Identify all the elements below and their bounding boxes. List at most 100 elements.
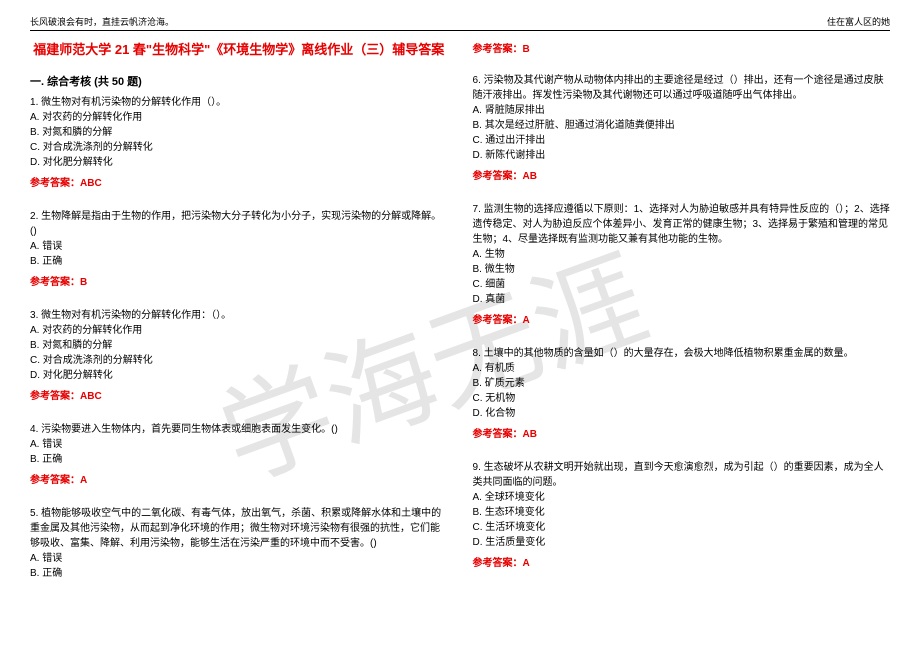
option: A. 对农药的分解转化作用 xyxy=(30,323,448,338)
question-stem: 监测生物的选择应遵循以下原则：1、选择对人为胁迫敏感并具有特异性反应的（）；2、… xyxy=(473,204,890,245)
question-stem: 微生物对有机污染物的分解转化作用（）。 xyxy=(41,97,226,108)
answer-value: AB xyxy=(523,429,537,440)
answer-label: 参考答案： xyxy=(30,391,80,402)
answer-line: 参考答案：B xyxy=(473,40,891,55)
answer-value: B xyxy=(80,277,87,288)
answer-line: 参考答案：A xyxy=(473,313,891,328)
option: D. 对化肥分解转化 xyxy=(30,155,448,170)
question-text: 7. 监测生物的选择应遵循以下原则：1、选择对人为胁迫敏感并具有特异性反应的（）… xyxy=(473,202,891,247)
option: B. 正确 xyxy=(30,566,448,581)
option: D. 生活质量变化 xyxy=(473,535,891,550)
answer-label: 参考答案： xyxy=(30,178,80,189)
option: C. 对合成洗涤剂的分解转化 xyxy=(30,140,448,155)
question-stem: 生物降解是指由于生物的作用，把污染物大分子转化为小分子，实现污染物的分解或降解。… xyxy=(30,211,441,237)
option: B. 生态环境变化 xyxy=(473,505,891,520)
option: A. 错误 xyxy=(30,551,448,566)
question-text: 8. 土壤中的其他物质的含量如（）的大量存在，会极大地降低植物积累重金属的数量。 xyxy=(473,346,891,361)
question-number: 8 xyxy=(473,348,479,359)
option: D. 新陈代谢排出 xyxy=(473,148,891,163)
answer-value: AB xyxy=(523,171,537,182)
option: A. 全球环境变化 xyxy=(473,490,891,505)
header-right: 住在富人区的她 xyxy=(827,15,890,28)
page-body: 福建师范大学 21 春"生物科学"《环境生物学》离线作业（三）辅导答案 一. 综… xyxy=(30,40,890,599)
question-stem: 植物能够吸收空气中的二氧化碳、有毒气体，放出氧气，杀菌、积累或降解水体和土壤中的… xyxy=(30,508,441,549)
answer-label: 参考答案： xyxy=(473,558,523,569)
question-text: 9. 生态破坏从农耕文明开始就出现，直到今天愈演愈烈，成为引起（）的重要因素，成… xyxy=(473,460,891,490)
option: C. 生活环境变化 xyxy=(473,520,891,535)
option: D. 真菌 xyxy=(473,292,891,307)
answer-line: 参考答案：B xyxy=(30,275,448,290)
option: B. 正确 xyxy=(30,254,448,269)
answer-line: 参考答案：ABC xyxy=(30,176,448,191)
option: B. 对氮和膦的分解 xyxy=(30,338,448,353)
option: B. 对氮和膦的分解 xyxy=(30,125,448,140)
question-stem: 土壤中的其他物质的含量如（）的大量存在，会极大地降低植物积累重金属的数量。 xyxy=(484,348,854,359)
question-block: 7. 监测生物的选择应遵循以下原则：1、选择对人为胁迫敏感并具有特异性反应的（）… xyxy=(473,202,891,328)
option: B. 微生物 xyxy=(473,262,891,277)
answer-line: 参考答案：A xyxy=(473,556,891,571)
option: C. 通过出汗排出 xyxy=(473,133,891,148)
question-number: 5 xyxy=(30,508,36,519)
right-column: 参考答案：B 6. 污染物及其代谢产物从动物体内排出的主要途径是经过（）排出，还… xyxy=(473,40,891,599)
option: B. 正确 xyxy=(30,452,448,467)
option: A. 错误 xyxy=(30,437,448,452)
answer-label: 参考答案： xyxy=(473,315,523,326)
question-text: 6. 污染物及其代谢产物从动物体内排出的主要途径是经过（）排出，还有一个途径是通… xyxy=(473,73,891,103)
question-text: 3. 微生物对有机污染物的分解转化作用：（）。 xyxy=(30,308,448,323)
option: C. 对合成洗涤剂的分解转化 xyxy=(30,353,448,368)
question-block: 8. 土壤中的其他物质的含量如（）的大量存在，会极大地降低植物积累重金属的数量。… xyxy=(473,346,891,442)
question-number: 2 xyxy=(30,211,36,222)
question-block: 2. 生物降解是指由于生物的作用，把污染物大分子转化为小分子，实现污染物的分解或… xyxy=(30,209,448,290)
answer-value: A xyxy=(523,558,530,569)
option: C. 无机物 xyxy=(473,391,891,406)
question-number: 7 xyxy=(473,204,479,215)
question-stem: 生态破坏从农耕文明开始就出现，直到今天愈演愈烈，成为引起（）的重要因素，成为全人… xyxy=(473,462,884,488)
question-block: 1. 微生物对有机污染物的分解转化作用（）。 A. 对农药的分解转化作用 B. … xyxy=(30,95,448,191)
question-number: 4 xyxy=(30,424,36,435)
question-stem: 微生物对有机污染物的分解转化作用：（）。 xyxy=(41,310,231,321)
section-heading: 一. 综合考核 (共 50 题) xyxy=(30,73,448,89)
answer-line: 参考答案：AB xyxy=(473,169,891,184)
answer-value: A xyxy=(80,475,87,486)
question-block: 4. 污染物要进入生物体内，首先要同生物体表或细胞表面发生变化。() A. 错误… xyxy=(30,422,448,488)
question-stem: 污染物及其代谢产物从动物体内排出的主要途径是经过（）排出，还有一个途径是通过皮肤… xyxy=(473,75,884,101)
question-block: 9. 生态破坏从农耕文明开始就出现，直到今天愈演愈烈，成为引起（）的重要因素，成… xyxy=(473,460,891,571)
answer-label: 参考答案： xyxy=(473,429,523,440)
document-title: 福建师范大学 21 春"生物科学"《环境生物学》离线作业（三）辅导答案 xyxy=(30,40,448,61)
question-block: 3. 微生物对有机污染物的分解转化作用：（）。 A. 对农药的分解转化作用 B.… xyxy=(30,308,448,404)
question-block: 5. 植物能够吸收空气中的二氧化碳、有毒气体，放出氧气，杀菌、积累或降解水体和土… xyxy=(30,506,448,581)
question-block: 6. 污染物及其代谢产物从动物体内排出的主要途径是经过（）排出，还有一个途径是通… xyxy=(473,73,891,184)
question-number: 9 xyxy=(473,462,479,473)
answer-value: ABC xyxy=(80,391,102,402)
option: A. 错误 xyxy=(30,239,448,254)
answer-line: 参考答案：ABC xyxy=(30,389,448,404)
header-left: 长风破浪会有时，直挂云帆济沧海。 xyxy=(30,15,174,28)
option: A. 肾脏随尿排出 xyxy=(473,103,891,118)
option: B. 矿质元素 xyxy=(473,376,891,391)
answer-line: 参考答案：AB xyxy=(473,427,891,442)
option: C. 细菌 xyxy=(473,277,891,292)
question-text: 4. 污染物要进入生物体内，首先要同生物体表或细胞表面发生变化。() xyxy=(30,422,448,437)
question-text: 5. 植物能够吸收空气中的二氧化碳、有毒气体，放出氧气，杀菌、积累或降解水体和土… xyxy=(30,506,448,551)
header-divider xyxy=(30,30,890,31)
question-number: 6 xyxy=(473,75,479,86)
answer-label: 参考答案： xyxy=(473,171,523,182)
left-column: 福建师范大学 21 春"生物科学"《环境生物学》离线作业（三）辅导答案 一. 综… xyxy=(30,40,448,599)
answer-label: 参考答案： xyxy=(30,475,80,486)
option: D. 化合物 xyxy=(473,406,891,421)
option: B. 其次是经过肝脏、胆通过消化道随粪便排出 xyxy=(473,118,891,133)
answer-value: A xyxy=(523,315,530,326)
answer-line: 参考答案：A xyxy=(30,473,448,488)
question-stem: 污染物要进入生物体内，首先要同生物体表或细胞表面发生变化。() xyxy=(41,424,338,435)
answer-value: ABC xyxy=(80,178,102,189)
option: A. 生物 xyxy=(473,247,891,262)
option: A. 对农药的分解转化作用 xyxy=(30,110,448,125)
question-text: 2. 生物降解是指由于生物的作用，把污染物大分子转化为小分子，实现污染物的分解或… xyxy=(30,209,448,239)
answer-label: 参考答案： xyxy=(473,44,523,55)
option: D. 对化肥分解转化 xyxy=(30,368,448,383)
answer-label: 参考答案： xyxy=(30,277,80,288)
question-text: 1. 微生物对有机污染物的分解转化作用（）。 xyxy=(30,95,448,110)
header-row: 长风破浪会有时，直挂云帆济沧海。 住在富人区的她 xyxy=(30,15,890,28)
question-number: 3 xyxy=(30,310,36,321)
answer-value: B xyxy=(523,44,530,55)
